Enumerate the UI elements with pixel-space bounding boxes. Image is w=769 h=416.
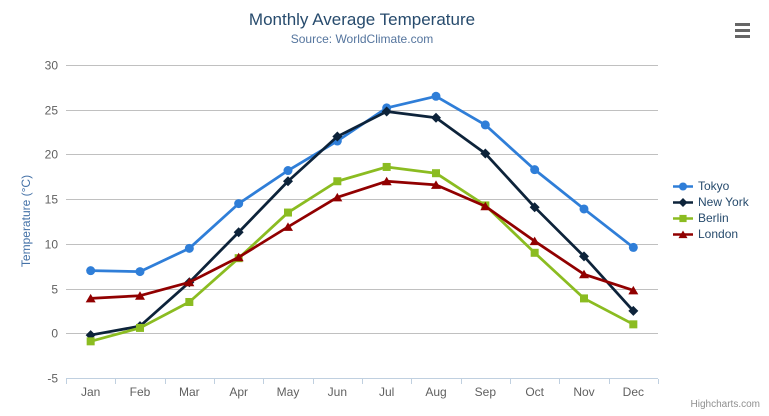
legend-item-berlin[interactable]: Berlin	[673, 210, 749, 226]
legend-marker-icon	[673, 197, 693, 207]
data-point-marker	[628, 242, 638, 252]
data-point-marker	[332, 131, 343, 142]
data-point-marker	[431, 180, 441, 189]
legend-item-label: Tokyo	[698, 179, 730, 193]
data-point-marker	[432, 169, 440, 178]
y-tick-label: 30	[45, 59, 59, 73]
data-point-marker	[234, 199, 244, 209]
x-tick-label: Nov	[573, 385, 594, 399]
x-tick-label: Mar	[179, 385, 200, 399]
legend: Tokyo New York Berlin London	[673, 178, 749, 242]
chart-title: Monthly Average Temperature	[248, 10, 476, 29]
chart-subtitle: Source: WorldClimate.com	[290, 32, 434, 46]
y-tick-label: 10	[45, 238, 59, 252]
data-point-marker	[530, 248, 539, 257]
data-point-marker	[135, 291, 145, 300]
credits-link[interactable]: Highcharts.com	[690, 399, 760, 410]
data-point-marker	[431, 112, 441, 123]
data-point-marker	[332, 192, 343, 202]
data-point-marker	[480, 148, 491, 159]
data-point-marker	[628, 285, 639, 295]
data-point-marker	[580, 294, 588, 303]
series-line	[89, 110, 635, 337]
hamburger-bar	[735, 35, 750, 38]
hamburger-bar	[735, 23, 750, 26]
legend-item-new-york[interactable]: New York	[673, 194, 749, 210]
x-tick-label: Jan	[81, 385, 100, 399]
data-point-marker	[678, 181, 688, 191]
hamburger-icon[interactable]	[733, 21, 752, 40]
x-tick-label: Dec	[623, 385, 644, 399]
x-tick-label: Feb	[130, 385, 151, 399]
data-point-marker	[184, 243, 194, 253]
series-line	[89, 165, 635, 343]
x-tick-label: Aug	[425, 385, 446, 399]
y-tick-label: 15	[45, 193, 59, 207]
data-point-marker	[480, 201, 491, 211]
x-tick-label: May	[277, 385, 300, 399]
legend-marker-icon	[673, 214, 693, 222]
data-point-marker	[629, 320, 638, 329]
hamburger-bar	[735, 29, 750, 32]
data-point-marker	[86, 337, 95, 346]
data-point-marker	[283, 166, 293, 176]
y-tick-label: 0	[51, 327, 58, 341]
data-point-marker	[431, 91, 441, 101]
x-tick-label: Sep	[475, 385, 497, 399]
data-point-marker	[184, 277, 195, 287]
data-point-marker	[284, 208, 292, 217]
data-point-marker	[678, 197, 688, 207]
data-point-marker	[136, 323, 144, 332]
data-point-marker	[529, 236, 540, 246]
data-point-marker	[333, 177, 342, 186]
legend-marker-icon	[673, 181, 693, 191]
legend-item-label: Berlin	[698, 211, 729, 225]
data-point-marker	[381, 176, 392, 186]
x-tick-label: Oct	[525, 385, 544, 399]
data-point-marker	[579, 204, 589, 214]
y-tick-label: -5	[47, 372, 58, 386]
x-tick-label: Jul	[379, 385, 394, 399]
x-tick-label: Apr	[229, 385, 248, 399]
y-tick-label: 25	[45, 104, 59, 118]
data-point-marker	[628, 305, 639, 316]
legend-marker-icon	[673, 229, 693, 238]
y-tick-label: 5	[51, 283, 58, 297]
data-point-marker	[530, 165, 540, 175]
legend-item-label: New York	[698, 195, 749, 209]
data-point-marker	[678, 229, 688, 238]
data-point-marker	[85, 293, 96, 303]
data-point-marker	[283, 176, 293, 187]
data-point-marker	[185, 297, 194, 306]
data-point-marker	[579, 251, 589, 262]
data-point-marker	[233, 252, 244, 262]
legend-item-london[interactable]: London	[673, 226, 749, 242]
series-line	[89, 179, 635, 300]
x-tick-label: Jun	[328, 385, 347, 399]
series-london	[85, 176, 639, 303]
legend-item-tokyo[interactable]: Tokyo	[673, 178, 749, 194]
data-point-marker	[381, 106, 392, 117]
series-new-york	[85, 106, 639, 341]
data-point-marker	[86, 266, 96, 276]
series-tokyo	[86, 91, 638, 277]
y-tick-label: 20	[45, 148, 59, 162]
data-point-marker	[382, 162, 391, 171]
data-point-marker	[529, 202, 540, 213]
data-point-marker	[679, 214, 687, 222]
data-point-marker	[233, 227, 244, 238]
data-point-marker	[283, 222, 293, 231]
data-point-marker	[480, 120, 490, 130]
y-axis-title: Temperature (°C)	[19, 174, 33, 268]
data-point-marker	[135, 267, 145, 277]
data-point-marker	[579, 269, 589, 279]
legend-item-label: London	[698, 227, 739, 241]
